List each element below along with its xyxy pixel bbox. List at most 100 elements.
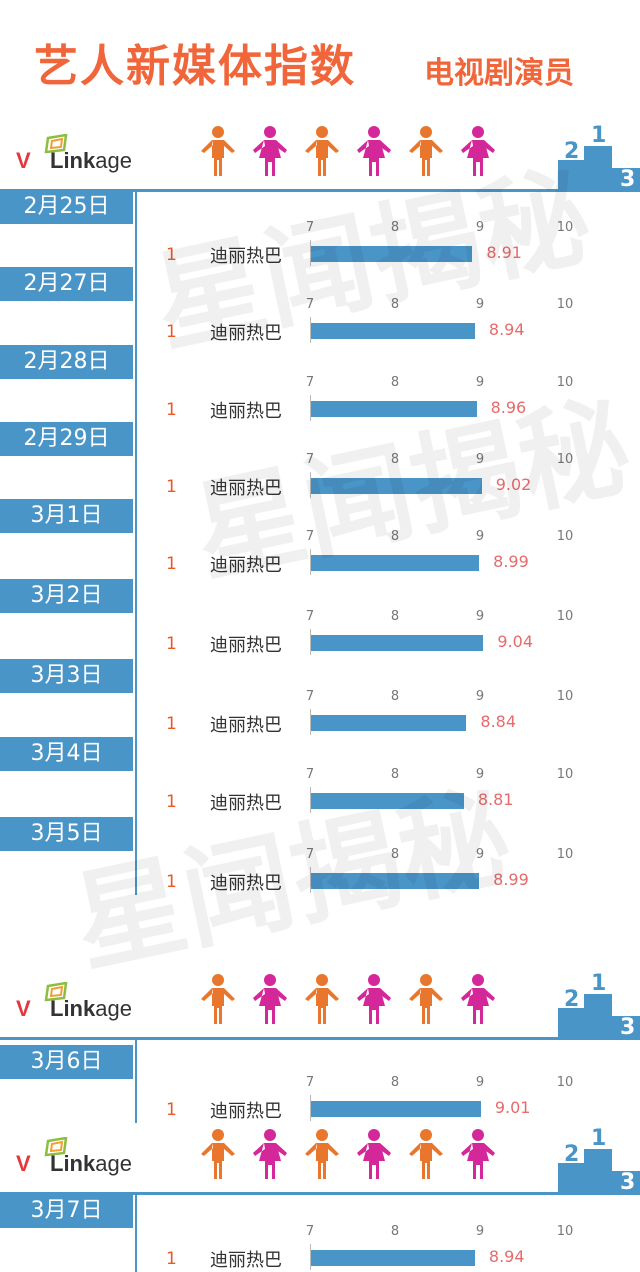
chart-row: 2月25日 7 8 9 10 1 迪丽热巴 8.91 <box>0 188 640 268</box>
male-person-icon <box>196 972 240 1032</box>
axis-tick-label: 9 <box>475 452 485 467</box>
value-label: 9.04 <box>497 632 534 651</box>
svg-text:3: 3 <box>620 167 635 190</box>
date-label: 3月3日 <box>0 659 133 693</box>
axis-tick-label: 7 <box>305 529 315 544</box>
male-person-icon <box>404 124 448 184</box>
female-person-icon <box>456 972 500 1032</box>
figure-row <box>196 968 506 1028</box>
svg-text:2: 2 <box>564 139 579 164</box>
date-label: 3月7日 <box>0 1194 133 1228</box>
axis-tick-label: 7 <box>305 689 315 704</box>
male-person-icon <box>404 972 448 1032</box>
value-bar <box>311 555 480 571</box>
value-bar <box>311 873 480 889</box>
chart-row: 3月3日 7 8 9 10 1 迪丽热巴 8.84 <box>0 657 640 737</box>
male-person-icon <box>404 1127 448 1187</box>
rank-number: 1 <box>166 714 177 734</box>
page-title: 艺人新媒体指数 <box>34 41 356 92</box>
axis-tick-label: 9 <box>475 609 485 624</box>
chart-row: 3月7日 7 8 9 10 1 迪丽热巴 8.94 <box>0 1192 640 1272</box>
value-bar <box>311 793 464 809</box>
page-subtitle: 电视剧演员 <box>424 56 574 91</box>
chart-row: 3月4日 7 8 9 10 1 迪丽热巴 8.81 <box>0 735 640 815</box>
axis-tick-label: 8 <box>390 452 400 467</box>
svg-text:1: 1 <box>591 971 606 996</box>
actor-name: 迪丽热巴 <box>210 1101 282 1122</box>
male-person-icon <box>196 124 240 184</box>
rank-number: 1 <box>166 872 177 892</box>
axis-line <box>310 867 311 893</box>
chart-row: 2月29日 7 8 9 10 1 迪丽热巴 9.02 <box>0 420 640 500</box>
axis-tick-label: 7 <box>305 375 315 390</box>
section-header: V Linkage 2 1 3 <box>0 112 640 192</box>
axis-tick-label: 9 <box>475 689 485 704</box>
axis-tick-label: 8 <box>390 847 400 862</box>
axis-tick-label: 7 <box>305 767 315 782</box>
axis-tick-label: 7 <box>305 297 315 312</box>
chart-row: 2月27日 7 8 9 10 1 迪丽热巴 8.94 <box>0 265 640 345</box>
value-label: 8.91 <box>486 243 522 262</box>
actor-name: 迪丽热巴 <box>210 323 282 344</box>
axis-tick-label: 8 <box>390 1224 400 1239</box>
axis-line <box>310 395 311 421</box>
rank-number: 1 <box>166 1100 177 1120</box>
date-label: 3月2日 <box>0 579 133 613</box>
svg-text:2: 2 <box>564 987 579 1012</box>
logo-wordmark: Linkage <box>50 148 132 173</box>
axis-tick-label: 7 <box>305 1075 315 1090</box>
axis-line <box>310 549 311 575</box>
date-label: 3月6日 <box>0 1045 133 1079</box>
section-vertical-line <box>135 1195 137 1272</box>
axis-line <box>310 1244 311 1270</box>
section-header: V Linkage 2 1 3 <box>0 1115 640 1195</box>
actor-name: 迪丽热巴 <box>210 555 282 576</box>
value-bar <box>311 635 484 651</box>
section-vertical-line <box>135 192 137 895</box>
axis-line <box>310 1095 311 1121</box>
value-label: 8.96 <box>490 398 527 417</box>
logo-wordmark: Linkage <box>50 1151 132 1176</box>
axis-tick-label: 7 <box>305 452 315 467</box>
rank-number: 1 <box>166 322 177 342</box>
axis-tick-label: 8 <box>390 1075 400 1090</box>
value-label: 8.81 <box>477 790 514 809</box>
male-person-icon <box>300 972 344 1032</box>
actor-name: 迪丽热巴 <box>210 793 282 814</box>
svg-text:1: 1 <box>591 123 606 148</box>
date-label: 2月28日 <box>0 345 133 379</box>
section-header: V Linkage 2 1 3 <box>0 960 640 1040</box>
axis-tick-label: 9 <box>475 1224 485 1239</box>
actor-name: 迪丽热巴 <box>210 1250 282 1271</box>
female-person-icon <box>248 124 292 184</box>
logo-letter-v: V <box>16 148 31 173</box>
value-bar <box>311 715 467 731</box>
axis-tick-label: 10 <box>556 529 574 544</box>
value-bar <box>311 246 473 262</box>
female-person-icon <box>352 972 396 1032</box>
logo-wordmark: Linkage <box>50 996 132 1021</box>
section-vertical-line <box>135 1040 137 1123</box>
date-label: 2月25日 <box>0 190 133 224</box>
axis-tick-label: 10 <box>556 689 574 704</box>
axis-tick-label: 8 <box>390 375 400 390</box>
axis-tick-label: 10 <box>556 847 574 862</box>
axis-line <box>310 240 311 266</box>
axis-tick-label: 7 <box>305 609 315 624</box>
value-label: 8.99 <box>493 870 529 889</box>
female-person-icon <box>248 972 292 1032</box>
actor-name: 迪丽热巴 <box>210 715 282 736</box>
chart-row: 2月28日 7 8 9 10 1 迪丽热巴 8.96 <box>0 343 640 423</box>
date-label: 2月27日 <box>0 267 133 301</box>
axis-tick-label: 8 <box>390 767 400 782</box>
axis-tick-label: 8 <box>390 297 400 312</box>
value-label: 9.02 <box>495 475 532 494</box>
axis-tick-label: 10 <box>556 1075 574 1090</box>
value-bar <box>311 401 477 417</box>
male-person-icon <box>196 1127 240 1187</box>
axis-tick-label: 9 <box>475 847 485 862</box>
chart-row: 3月6日 7 8 9 10 1 迪丽热巴 9.01 <box>0 1043 640 1123</box>
